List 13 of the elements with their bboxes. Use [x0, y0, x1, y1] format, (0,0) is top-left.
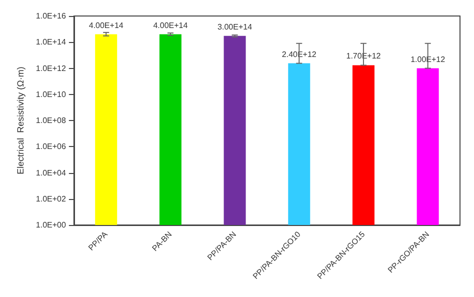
data-label: 4.00E+14 — [88, 20, 124, 30]
data-label: 3.00E+14 — [218, 22, 253, 32]
y-tick-label: 1.0E+04 — [36, 168, 66, 178]
y-tick-label: 1.0E+16 — [36, 12, 66, 20]
data-label: 4.00E+14 — [153, 20, 188, 30]
y-tick-label: 1.0E+08 — [36, 116, 66, 125]
y-tick-label: 1.0E+14 — [36, 38, 66, 47]
y-tick-label: 1.0E+02 — [36, 194, 66, 204]
y-tick-label: 1.0E+12 — [36, 64, 66, 73]
y-tick-label: 1.0E+06 — [36, 142, 66, 152]
y-axis-title: Electrical Resistivity (Ω·m) — [16, 66, 26, 174]
y-tick-label: 1.0E+10 — [36, 90, 66, 99]
y-tick-label: 1.0E+00 — [36, 220, 66, 230]
